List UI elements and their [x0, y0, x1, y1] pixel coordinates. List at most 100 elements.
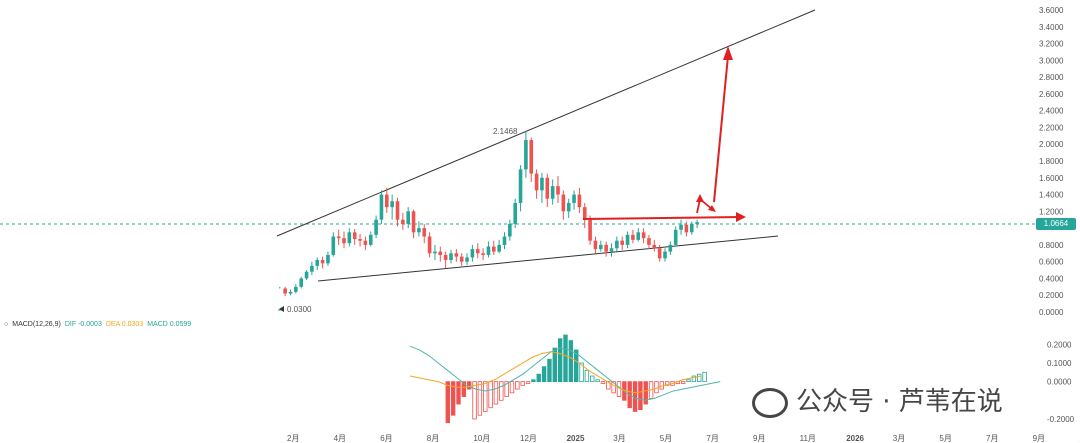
candle-body — [368, 234, 373, 245]
macd-bar — [466, 381, 472, 390]
candle-body — [427, 236, 432, 254]
candle-body — [379, 194, 384, 220]
candle-body — [604, 244, 608, 252]
macd-bar — [579, 362, 584, 383]
candle-body — [663, 251, 667, 259]
candle-body — [588, 219, 592, 241]
price-tick-label: 1.4000 — [1039, 191, 1064, 200]
time-tick-label: 5月 — [660, 434, 672, 443]
dea-line — [409, 351, 702, 394]
candle-body — [497, 244, 501, 252]
price-tick-label: 2.2000 — [1039, 123, 1064, 132]
watermark: 公众号 · 芦苇在说 — [752, 381, 1003, 418]
price-tick-label: 2.0000 — [1039, 140, 1064, 149]
price-tick-label: 0.8000 — [1039, 241, 1064, 250]
macd-bar — [552, 347, 557, 383]
price-tick-label: 1.2000 — [1039, 207, 1064, 216]
candle-body — [443, 254, 448, 260]
macd-bar — [681, 381, 686, 384]
candle-body — [689, 223, 694, 233]
price-tick-label: 3.6000 — [1039, 6, 1064, 15]
lower-trendline[interactable] — [317, 235, 779, 282]
candle-body — [599, 244, 603, 250]
time-tick-label: 8月 — [427, 434, 439, 443]
candle-body — [641, 232, 646, 239]
candle-body — [320, 259, 325, 264]
candle-body — [310, 265, 314, 272]
candle-body — [508, 223, 512, 237]
time-axis: 2月 4月 6月 8月 10月 12月 2025 3月 5月 7月 9月 11月 2026 3月 5月 7月 9… — [287, 434, 1080, 443]
current-price-badge: 1.0664 — [1036, 218, 1076, 230]
time-tick-label: 9月 — [1033, 434, 1045, 443]
macd-bar — [477, 381, 483, 416]
macd-bar — [574, 349, 579, 383]
macd-bar — [643, 381, 648, 405]
candle-body — [283, 288, 287, 294]
dif-line — [409, 345, 721, 401]
candle-body — [561, 194, 566, 212]
candle-body — [625, 234, 630, 245]
forecast-arrows — [582, 46, 746, 222]
candle-body — [374, 219, 378, 235]
macd-bar — [461, 381, 467, 397]
candle-body — [668, 244, 673, 252]
macd-bar — [488, 381, 493, 409]
upward-target-arrow — [713, 55, 729, 203]
macd-dea: DEA 0.0303 — [105, 321, 144, 328]
candle-body — [347, 232, 352, 244]
macd-bar — [509, 381, 515, 394]
macd-tick-label: 0.0000 — [1047, 378, 1072, 387]
candle-body — [363, 240, 368, 245]
macd-bar — [541, 366, 547, 383]
macd-title: MACD(12,26,9) — [12, 321, 61, 328]
price-tick-label: 1.6000 — [1039, 174, 1064, 183]
candle-body — [540, 177, 544, 191]
candle-body — [465, 257, 469, 262]
arrow-head-right — [736, 212, 746, 222]
price-tick-label: 0.0000 — [1039, 308, 1064, 317]
low-marker-icon — [279, 306, 284, 312]
time-tick-label: 3月 — [613, 434, 625, 443]
macd-bar — [472, 381, 477, 420]
macd-bar — [525, 381, 531, 384]
time-tick-label: 7月 — [706, 434, 718, 443]
macd-bar — [531, 379, 536, 383]
macd-tick-label: -0.2000 — [1047, 415, 1075, 424]
arrow-head-small-down — [708, 205, 716, 212]
bell-icon[interactable]: ○ — [4, 321, 9, 328]
time-tick-label: 5月 — [939, 434, 951, 443]
candle-body — [593, 240, 598, 250]
macd-bar — [664, 381, 670, 386]
price-tick-label: 3.0000 — [1039, 56, 1064, 65]
wechat-icon — [752, 387, 788, 418]
candle-body — [299, 278, 303, 287]
time-tick-label: 6月 — [380, 434, 392, 443]
macd-legend[interactable]: ○ MACD(12,26,9) DIF -0.0003 DEA 0.0303 MACD … — [4, 321, 195, 328]
time-tick-label: 2026 — [846, 434, 864, 443]
upper-trendline[interactable] — [276, 9, 816, 237]
candle-body — [385, 194, 389, 208]
candle-body — [534, 173, 539, 191]
macd-bar — [568, 340, 574, 383]
price-tick-label: 3.2000 — [1039, 40, 1064, 49]
candle-body — [518, 169, 523, 203]
macd-bar — [504, 381, 509, 397]
horizontal-target-arrow — [582, 216, 743, 220]
candle-body — [433, 251, 437, 254]
macd-bar — [557, 338, 563, 383]
price-tick-label: 1.8000 — [1039, 157, 1064, 166]
price-axis: 3.6000 3.4000 3.2000 3.0000 2.8000 2.6000 2.40… — [1039, 6, 1064, 317]
macd-bar — [450, 381, 456, 416]
price-tick-label: 2.4000 — [1039, 107, 1064, 116]
candle-body — [550, 186, 555, 199]
candle-body — [609, 248, 614, 252]
candle-body — [459, 256, 464, 262]
candle-body — [288, 291, 293, 294]
candle-body — [673, 229, 678, 245]
macd-bar — [456, 381, 461, 405]
price-tick-label: 0.2000 — [1039, 291, 1064, 300]
price-tick-label: 0.6000 — [1039, 258, 1064, 267]
high-annotation: 2.1468 — [493, 127, 518, 136]
candle-body — [438, 251, 443, 255]
